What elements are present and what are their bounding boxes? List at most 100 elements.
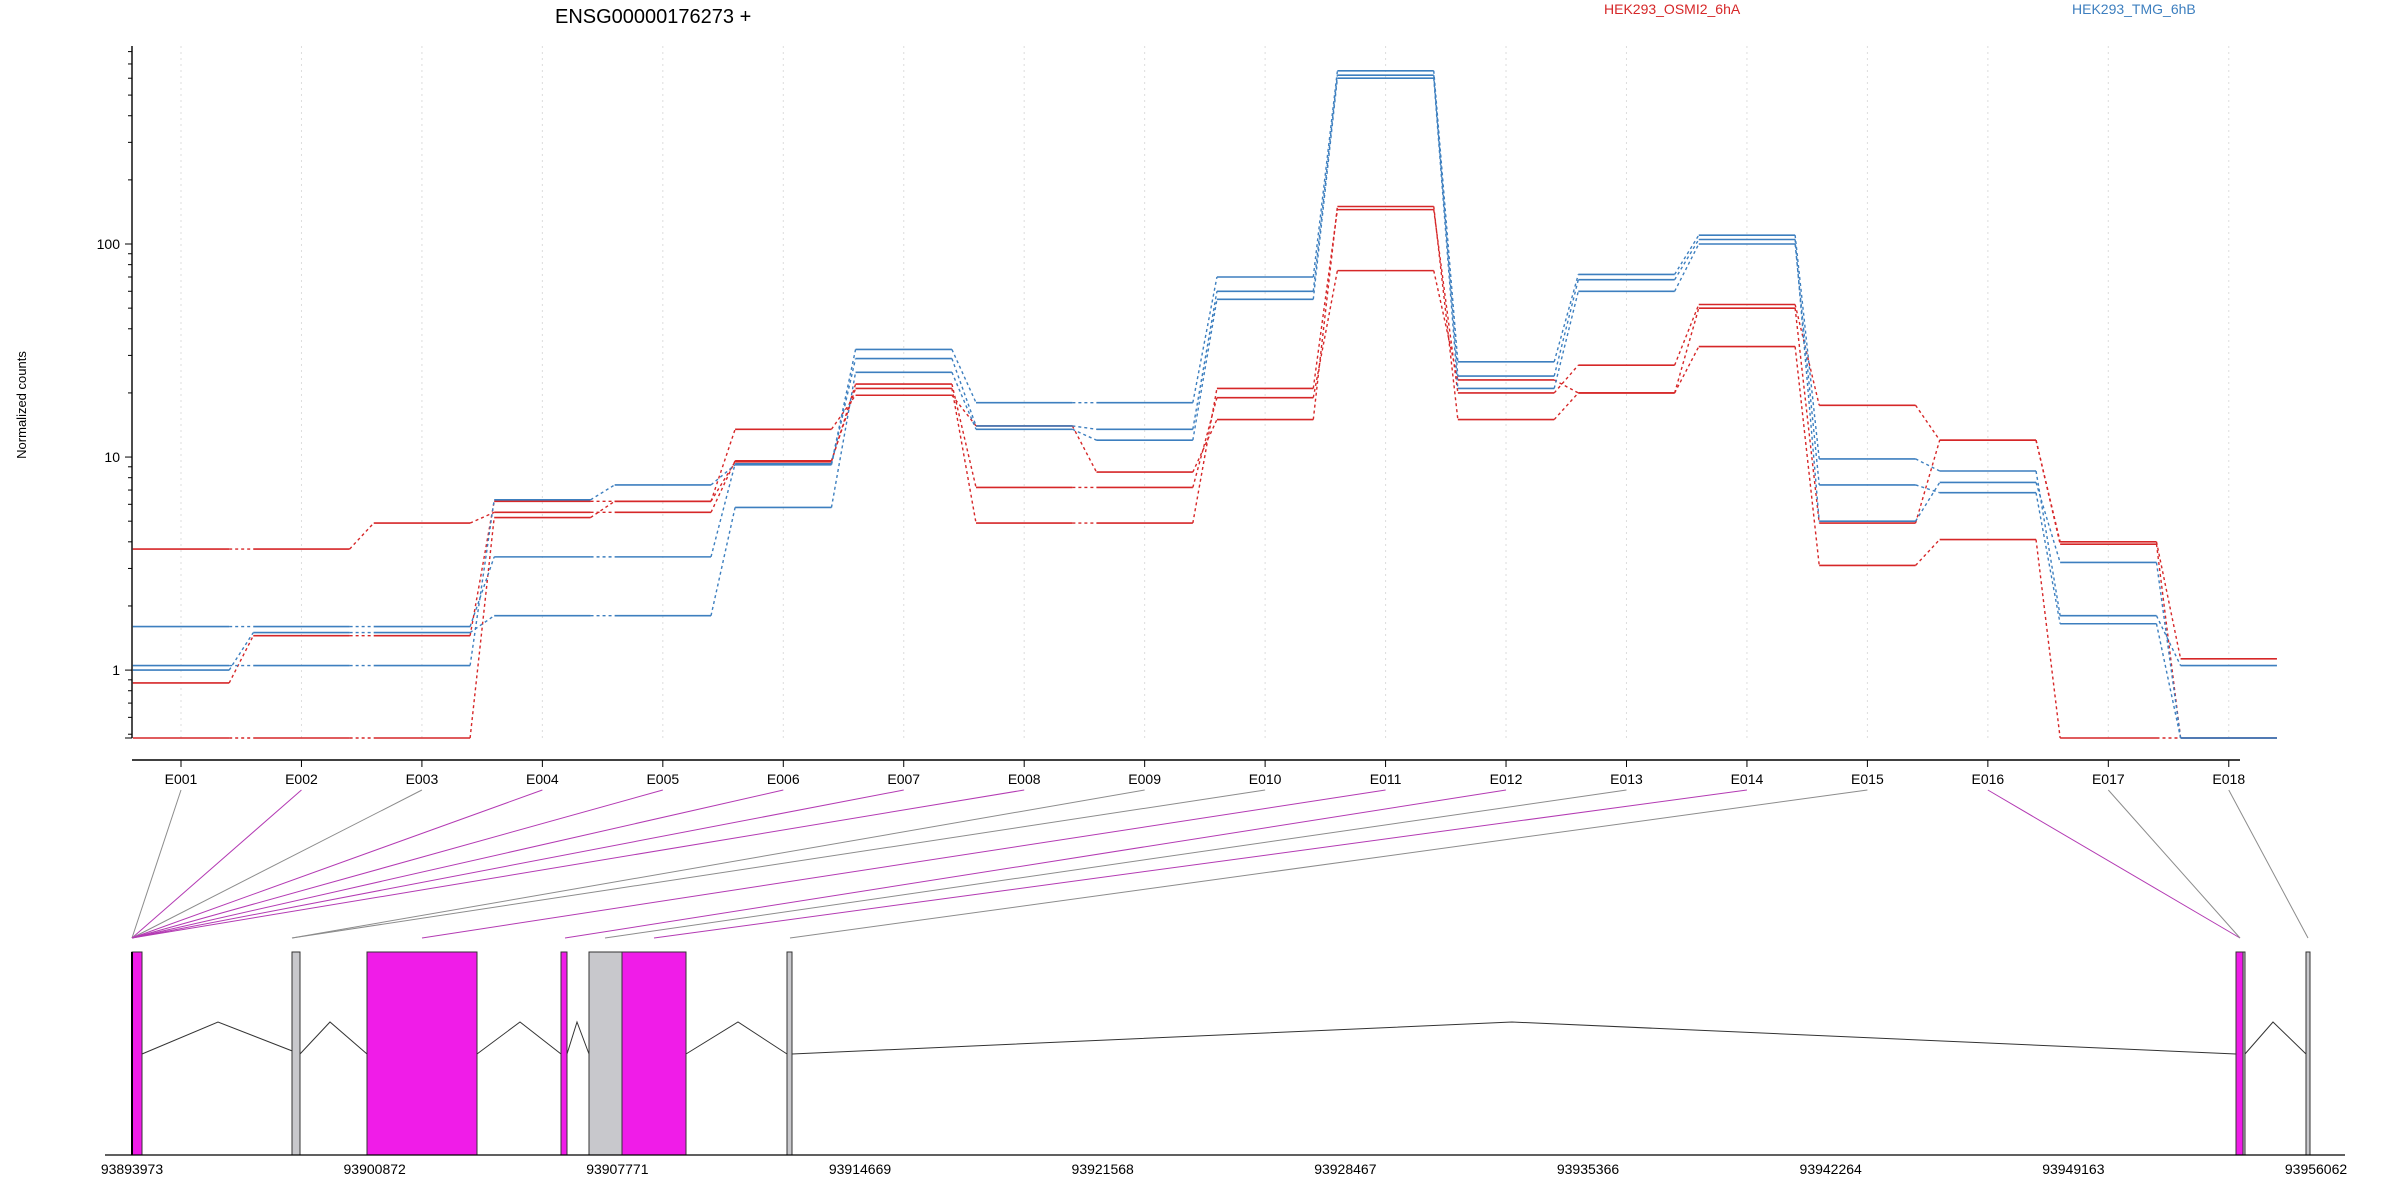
connector-e011 — [421, 789, 1386, 939]
series-6-link-11 — [1433, 78, 1459, 389]
connector-e017 — [2107, 789, 2241, 939]
grid-layer — [180, 46, 2230, 738]
connector-e004 — [131, 789, 543, 939]
series-5-link-6 — [830, 358, 857, 465]
exon-box-10 — [2305, 951, 2311, 1156]
connector-e007 — [131, 789, 904, 939]
series-6-link-15 — [1915, 484, 1940, 494]
series-3-link-6 — [830, 383, 857, 463]
connector-e010 — [291, 789, 1266, 939]
series-5-link-17 — [2155, 562, 2182, 739]
series-4-link-7 — [951, 349, 977, 403]
series-1-link-7 — [951, 388, 977, 524]
series-2 — [132, 205, 2277, 739]
x-tick-label-e015: E015 — [1851, 771, 1884, 787]
intron-7 — [2244, 1021, 2307, 1055]
chart-title: ENSG00000176273 + — [555, 6, 751, 28]
x-tick-label-e011: E011 — [1370, 771, 1402, 787]
exon-box-5 — [588, 951, 623, 1156]
series-1 — [132, 208, 2277, 660]
exon-box-1 — [131, 951, 143, 1156]
connector-e014 — [653, 789, 1748, 939]
series-1-link-12 — [1553, 364, 1579, 394]
y-tick-label: 10 — [104, 449, 120, 465]
genomic-tick-label: 93942264 — [1800, 1161, 1863, 1177]
x-tick-label-e004: E004 — [526, 771, 559, 787]
series-1-link-15 — [1915, 404, 1941, 441]
genomic-tick-label: 93921568 — [1072, 1161, 1135, 1177]
exon-box-7 — [786, 951, 793, 1156]
x-tick-label-e012: E012 — [1490, 771, 1523, 787]
series-5-link-13 — [1674, 239, 1700, 281]
series-6-link-9 — [1192, 299, 1218, 441]
series-3-link-12 — [1553, 379, 1579, 394]
gene-model: 93893973 93900872 93907771 93914669 93921568… — [101, 951, 2348, 1177]
series-2-link-14 — [1794, 308, 1820, 524]
series-3-link-3 — [469, 517, 495, 739]
series-1-link-11 — [1433, 209, 1459, 394]
series-3-link-14 — [1794, 346, 1820, 566]
series-4-link-16 — [2035, 470, 2061, 616]
series-3-link-11 — [1433, 270, 1459, 381]
series-1-link-14 — [1794, 304, 1820, 406]
series-2-link-9 — [1192, 419, 1218, 473]
series-2-link-11 — [1433, 206, 1459, 420]
connector-e006 — [131, 789, 784, 939]
genomic-tick-label: 93893973 — [101, 1161, 164, 1177]
connector-e016 — [1987, 789, 2241, 939]
genomic-tick-label: 93928467 — [1314, 1161, 1377, 1177]
connector-e005 — [131, 789, 663, 939]
connector-layer — [131, 789, 2309, 939]
connector-e001 — [131, 789, 182, 939]
series-3-link-16 — [2035, 539, 2061, 739]
series-2-link-16 — [2035, 440, 2061, 545]
x-tick-label-e003: E003 — [406, 771, 439, 787]
series-6-link-17 — [2155, 623, 2182, 739]
exon-box-3 — [366, 951, 478, 1156]
series-2-link-5 — [710, 429, 736, 502]
legend-label-tmg: HEK293_TMG_6hB — [2072, 1, 2196, 17]
series-4-link-10 — [1312, 70, 1339, 278]
series-2-link-10 — [1312, 206, 1339, 420]
series-1-link-2 — [349, 522, 375, 550]
series-3-link-15 — [1915, 539, 1941, 566]
exon-box-9 — [2242, 951, 2246, 1156]
genomic-tick-label: 93907771 — [586, 1161, 649, 1177]
exon-box-4 — [560, 951, 568, 1156]
series-1-link-10 — [1312, 209, 1339, 389]
x-tick-label-e005: E005 — [646, 771, 679, 787]
series-3-link-10 — [1312, 270, 1339, 398]
series-6-link-1 — [228, 632, 254, 671]
series-6-link-16 — [2035, 492, 2061, 624]
series-2-link-1 — [228, 635, 254, 684]
series-layer — [132, 70, 2277, 739]
x-tick-label-e017: E017 — [2092, 771, 2125, 787]
connector-e008 — [131, 789, 1025, 939]
series-6-link-6 — [830, 372, 857, 508]
series-4-link-11 — [1433, 70, 1459, 362]
series-2-link-8 — [1071, 425, 1098, 473]
x-tick-label-e001: E001 — [165, 771, 198, 787]
intron-5 — [685, 1021, 788, 1055]
x-tick-label-e007: E007 — [887, 771, 920, 787]
series-6 — [132, 77, 2277, 739]
series-2-link-17 — [2155, 544, 2182, 739]
label-layer: ENSG00000176273 + HEK293_OSMI2_6hA HEK29… — [14, 1, 2196, 459]
genomic-tick-label: 93900872 — [344, 1161, 407, 1177]
exon-box-8 — [2235, 951, 2244, 1156]
series-1-link-3 — [469, 511, 495, 524]
series-6-link-13 — [1674, 243, 1700, 292]
series-2-link-15 — [1914, 439, 1941, 524]
genomic-tick-label: 93956062 — [2285, 1161, 2348, 1177]
series-5-link-4 — [590, 484, 616, 501]
series-2-link-12 — [1553, 392, 1579, 421]
series-4-link-14 — [1794, 235, 1820, 459]
series-1-link-13 — [1674, 304, 1700, 366]
series-5-link-12 — [1553, 279, 1579, 377]
series-5-link-14 — [1794, 239, 1820, 522]
x-tick-label-e008: E008 — [1008, 771, 1041, 787]
y-tick-label: 1 — [112, 662, 120, 678]
series-6-link-5 — [710, 507, 736, 616]
series-5-link-9 — [1192, 291, 1218, 430]
